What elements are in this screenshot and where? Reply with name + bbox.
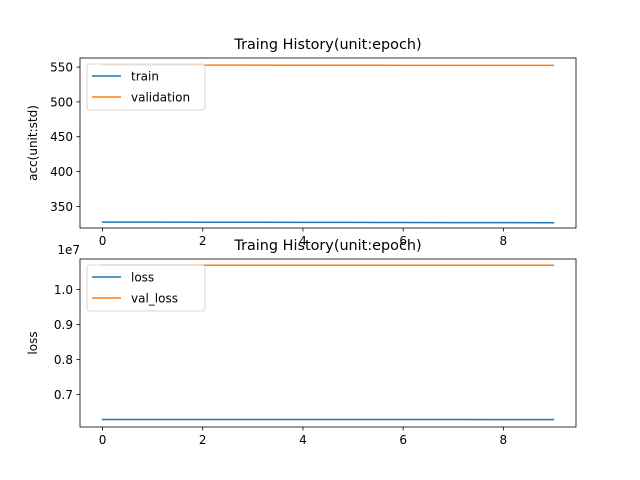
y-tick-label: 500 bbox=[50, 95, 73, 109]
x-tick-label: 6 bbox=[399, 234, 407, 248]
y-tick-label: 1.0 bbox=[54, 283, 73, 297]
y-tick-label: 550 bbox=[50, 61, 73, 75]
x-tick-label: 8 bbox=[500, 234, 508, 248]
y-tick-label: 350 bbox=[50, 200, 73, 214]
legend: loss val_loss bbox=[86, 264, 206, 312]
chart-panel-1: 0 2 4 6 8 350 400 450 500 550 Traing History(unit:… bbox=[26, 37, 577, 248]
x-tick-label: 2 bbox=[199, 433, 207, 447]
legend-label-2: validation bbox=[131, 91, 190, 105]
y-axis-label: loss bbox=[26, 331, 40, 354]
x-tick-label: 4 bbox=[299, 433, 307, 447]
axes-frame bbox=[79, 57, 577, 229]
y-tick-label: 0.8 bbox=[54, 353, 73, 367]
y-axis-label: acc(unit:std) bbox=[26, 105, 40, 181]
y-tick-label: 450 bbox=[50, 130, 73, 144]
y-tick-label: 0.7 bbox=[54, 388, 73, 402]
legend-label-1: train bbox=[131, 70, 159, 84]
x-tick-label: 6 bbox=[399, 433, 407, 447]
y-tick-label: 0.9 bbox=[54, 318, 73, 332]
chart-title: Traing History(unit:epoch) bbox=[233, 37, 421, 53]
x-tick-label: 0 bbox=[99, 234, 107, 248]
x-tick-label: 0 bbox=[99, 433, 107, 447]
x-tick-label: 8 bbox=[500, 433, 508, 447]
axes-frame bbox=[79, 258, 577, 428]
chart-title: Traing History(unit:epoch) bbox=[233, 238, 421, 254]
x-tick-label: 2 bbox=[199, 234, 207, 248]
legend-label-2: val_loss bbox=[131, 292, 178, 306]
legend: train validation bbox=[86, 63, 206, 111]
charts-layer: 0 2 4 6 8 350 400 450 500 550 Traing History(unit:… bbox=[26, 37, 577, 447]
series-line-1 bbox=[101, 221, 555, 224]
y-tick-label: 400 bbox=[50, 165, 73, 179]
chart-panel-2: 0 2 4 6 8 0.7 0.8 0.9 1.0 1e7 Traing History(unit:… bbox=[26, 238, 577, 447]
x-tick-label: 4 bbox=[299, 234, 307, 248]
legend-label-1: loss bbox=[131, 271, 154, 285]
y-exponent-label: 1e7 bbox=[57, 243, 80, 257]
